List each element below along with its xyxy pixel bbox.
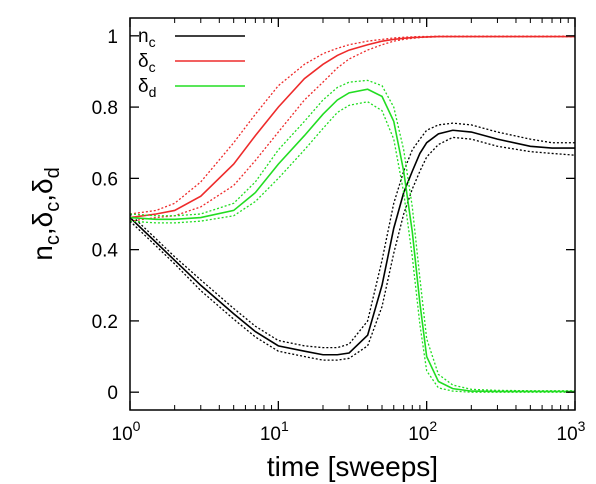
series-3-line [129,88,575,393]
x-tick-base: 10 [408,424,429,445]
y-axis-title-subscript: d [42,167,64,178]
legend-label-main: δ [138,51,149,72]
y-axis-title-subscript: c [42,202,64,212]
x-tick-exponent: 2 [429,418,437,434]
series-2-line [129,35,575,219]
series-2-lower-bound [129,36,575,222]
series-1-line [129,129,575,356]
y-tick-label: 0.2 [92,312,118,333]
y-axis-title-part: ,δ [27,178,58,201]
y-tick-label: 0.6 [92,169,118,190]
legend-label: δc [138,51,156,75]
y-tick-label: 0 [107,383,118,404]
series-1-upper-bound [129,122,575,349]
x-tick-label: 100 [112,418,141,445]
x-tick-exponent: 3 [578,418,586,434]
series-3-upper-bound [129,79,575,392]
y-tick-label: 0.4 [92,241,119,262]
y-tick-label: 1 [107,27,118,48]
x-axis-title: time [sweeps] [267,451,438,482]
x-tick-label: 103 [557,418,586,445]
curves-layer [129,35,576,393]
x-tick-label: 102 [408,418,437,445]
y-axis-title: nc,δc,δd [27,167,64,260]
legend-label-subscript: d [149,84,157,100]
legend-label: nc [138,26,156,50]
legend-label: δd [138,76,156,100]
series-1-lower-bound [129,136,576,361]
legend-label-main: n [138,26,149,47]
plot-frame [129,17,576,411]
x-tick-label: 101 [260,418,289,445]
legend-label-main: δ [138,76,149,97]
series-2-upper-bound [129,35,575,215]
x-tick-exponent: 0 [133,418,141,434]
x-tick-base: 10 [557,424,578,445]
y-axis-title-part: ,δ [27,212,58,235]
y-axis-title-part: n [27,245,58,261]
x-tick-exponent: 1 [281,418,289,434]
y-tick-label: 0.8 [92,98,118,119]
x-tick-base: 10 [112,424,133,445]
legend-label-subscript: c [149,34,156,50]
y-axis-title-subscript: c [42,235,64,245]
x-tick-base: 10 [260,424,281,445]
series-3-lower-bound [129,101,575,393]
legend-label-subscript: c [149,59,156,75]
